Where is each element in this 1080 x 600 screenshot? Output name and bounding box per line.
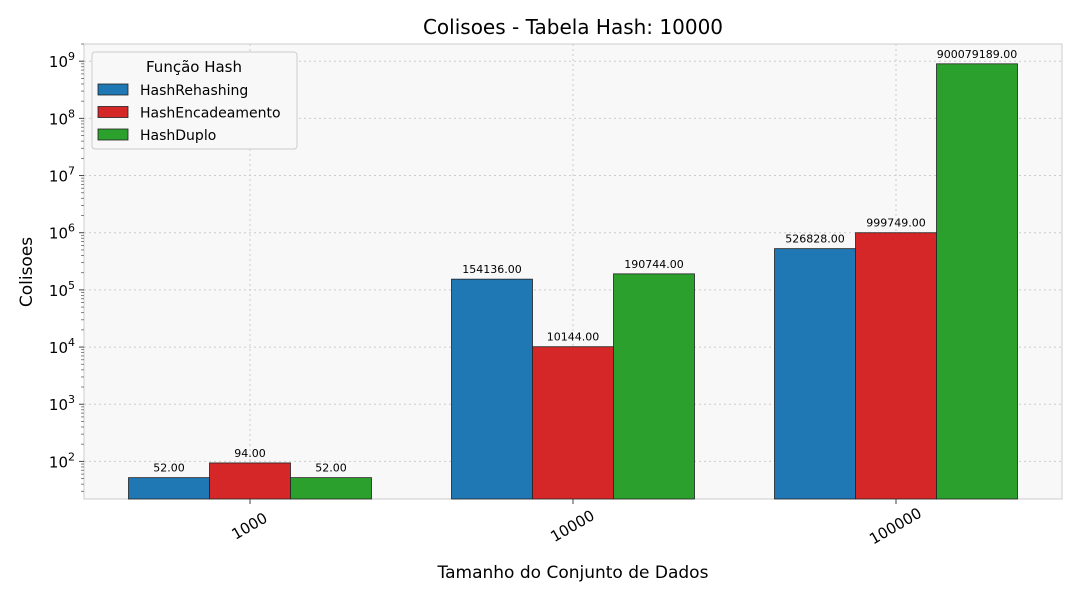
y-tick-label: 109 xyxy=(49,50,75,71)
y-tick-label: 106 xyxy=(49,222,75,243)
data-label: 900079189.00 xyxy=(937,48,1017,61)
y-tick-label: 105 xyxy=(49,279,75,300)
y-tick-label: 108 xyxy=(49,107,75,128)
legend-items: HashRehashing HashEncadeamento HashDuplo xyxy=(97,83,281,144)
x-tick-label: 10000 xyxy=(547,506,597,545)
bars-layer xyxy=(128,63,1018,500)
legend-swatch xyxy=(97,106,129,118)
bar xyxy=(128,477,210,500)
x-tick-label: 100000 xyxy=(866,504,925,548)
bar xyxy=(532,346,614,500)
legend-box xyxy=(91,51,298,150)
data-label: 10144.00 xyxy=(547,331,600,344)
bar xyxy=(613,273,695,500)
data-label: 526828.00 xyxy=(785,233,845,246)
y-axis-label: Colisoes xyxy=(17,237,37,307)
legend-label: HashRehashing xyxy=(140,83,248,99)
bar xyxy=(774,248,856,500)
legend-swatch xyxy=(97,83,129,96)
y-tick-label: 102 xyxy=(49,450,75,471)
bar xyxy=(209,462,291,500)
data-label: 154136.00 xyxy=(462,263,522,276)
bar xyxy=(290,477,372,500)
y-tick-label: 104 xyxy=(49,336,75,357)
legend-label: HashEncadeamento xyxy=(140,106,281,122)
data-label: 52.00 xyxy=(153,462,185,475)
data-label: 52.00 xyxy=(315,462,347,475)
bar xyxy=(936,63,1018,500)
y-tick-label: 103 xyxy=(49,393,75,414)
legend-swatch xyxy=(97,128,129,141)
x-axis-label: Tamanho do Conjunto de Dados xyxy=(437,563,709,583)
chart-title: Colisoes - Tabela Hash: 10000 xyxy=(423,15,723,39)
y-tick-label: 107 xyxy=(49,165,75,186)
data-labels-layer: 52.00 154136.00 526828.00 94.00 10144.00 9997… xyxy=(153,48,1017,475)
data-label: 94.00 xyxy=(234,447,266,460)
data-label: 999749.00 xyxy=(866,217,926,230)
bar xyxy=(451,278,533,500)
legend-title: Função Hash xyxy=(146,58,242,76)
data-label: 190744.00 xyxy=(624,258,684,271)
bar xyxy=(855,232,937,500)
legend: Função Hash HashRehashing HashEncadeament… xyxy=(91,51,298,150)
x-tick-label: 1000 xyxy=(228,509,270,544)
legend-label: HashDuplo xyxy=(140,128,216,144)
